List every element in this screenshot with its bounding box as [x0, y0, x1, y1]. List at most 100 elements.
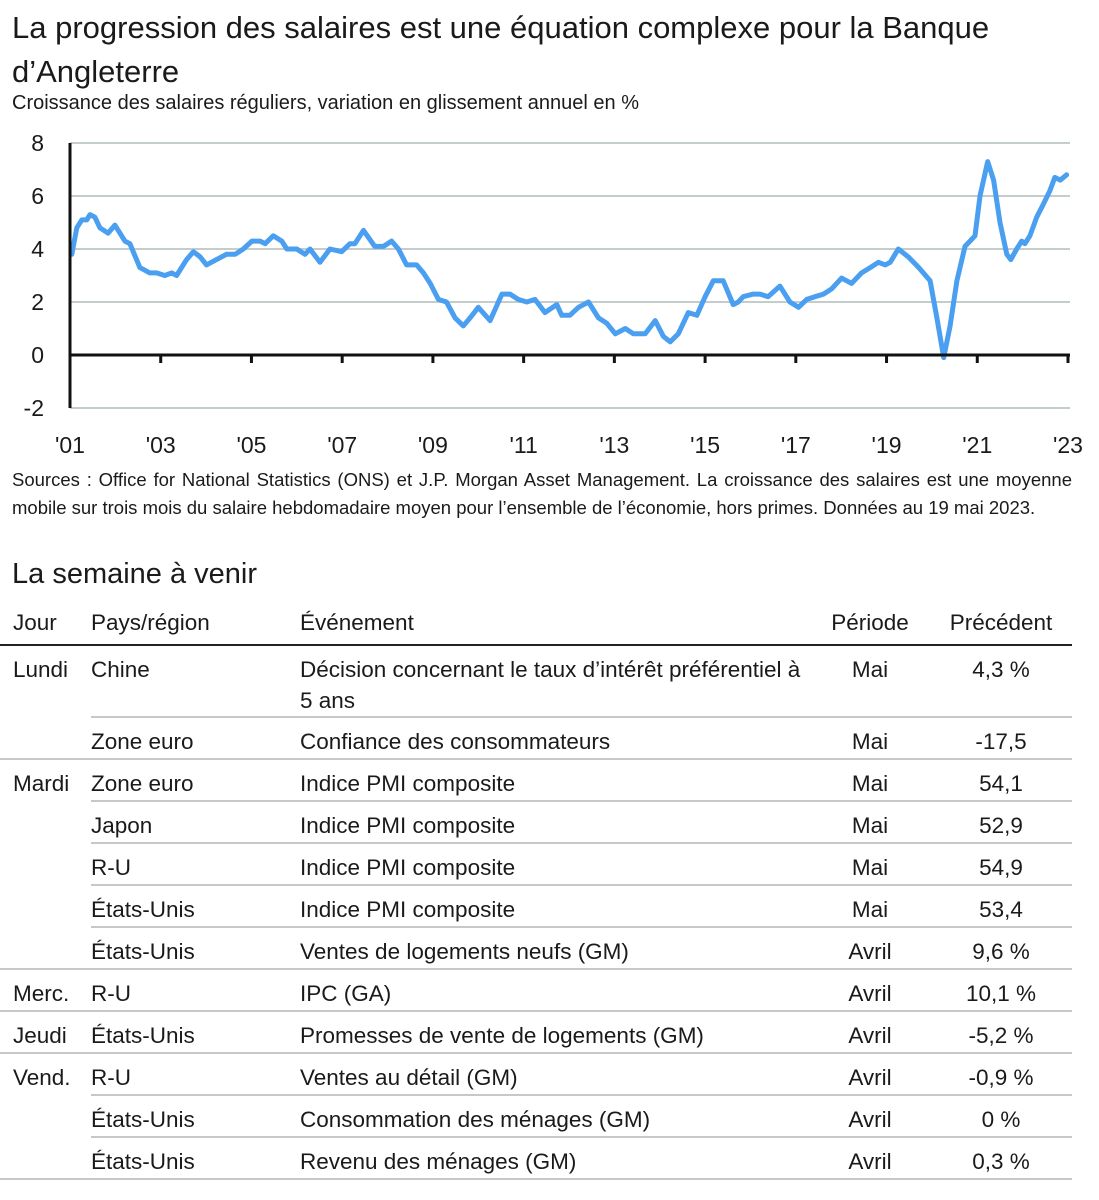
table-header-row: Jour Pays/région Événement Période Précé…	[0, 601, 1072, 646]
cell-previous: 4,3 %	[930, 644, 1072, 717]
table-row: Lundi Chine Décision concernant le taux d’…	[0, 644, 1072, 717]
x-tick-label: '13	[599, 432, 629, 458]
cell-previous: 0,3 %	[930, 1136, 1072, 1180]
x-tick-label: '15	[690, 432, 720, 458]
header-event: Événement	[300, 601, 810, 646]
cell-period: Avril	[810, 1052, 930, 1095]
table-row: États-Unis Consommation des ménages (GM) A…	[0, 1094, 1072, 1137]
cell-country: R-U	[91, 968, 300, 1011]
cell-previous: -0,9 %	[930, 1052, 1072, 1095]
cell-period: Avril	[810, 1010, 930, 1053]
x-tick-label: '21	[962, 432, 992, 458]
cell-event: Promesses de vente de logements (GM)	[300, 1010, 810, 1053]
x-tick-label: '11	[509, 432, 537, 458]
cell-previous: 0 %	[930, 1094, 1072, 1137]
cell-day	[0, 801, 91, 843]
cell-day: Lundi	[0, 644, 91, 717]
x-tick-label: '03	[146, 432, 176, 458]
cell-period: Mai	[810, 716, 930, 759]
table-row: Zone euro Confiance des consommateurs Mai -…	[0, 716, 1072, 759]
cell-previous: 9,6 %	[930, 926, 1072, 969]
cell-event: Indice PMI composite	[300, 758, 810, 801]
y-tick-label: 4	[31, 236, 44, 262]
table-row: Jeudi États-Unis Promesses de vente de log…	[0, 1010, 1072, 1053]
cell-day: Mardi	[0, 758, 91, 801]
x-tick-label: '17	[781, 432, 811, 458]
y-tick-label: -2	[24, 395, 44, 421]
cell-day	[0, 843, 91, 885]
cell-period: Mai	[810, 758, 930, 801]
cell-previous: -5,2 %	[930, 1010, 1072, 1053]
table-row: Japon Indice PMI composite Mai 52,9	[0, 800, 1072, 843]
y-tick-label: 2	[31, 289, 44, 315]
cell-previous: -17,5	[930, 716, 1072, 759]
cell-event: Ventes au détail (GM)	[300, 1052, 810, 1095]
table-row: États-Unis Indice PMI composite Mai 53,4	[0, 884, 1072, 927]
y-tick-label: 0	[31, 342, 44, 368]
cell-previous: 54,9	[930, 842, 1072, 885]
cell-event: Revenu des ménages (GM)	[300, 1136, 810, 1180]
header-previous: Précédent	[930, 601, 1072, 646]
cell-period: Mai	[810, 884, 930, 927]
y-tick-label: 6	[31, 183, 44, 209]
table-row: R-U Indice PMI composite Mai 54,9	[0, 842, 1072, 885]
cell-event: Ventes de logements neufs (GM)	[300, 926, 810, 969]
cell-event: Décision concernant le taux d’intérêt pr…	[300, 644, 810, 717]
cell-previous: 53,4	[930, 884, 1072, 927]
header-period: Période	[810, 601, 930, 646]
cell-event: Indice PMI composite	[300, 800, 810, 843]
table-row: États-Unis Ventes de logements neufs (GM)…	[0, 926, 1072, 969]
cell-day	[0, 1137, 91, 1180]
wage-growth-line-chart: 8 6 4 2 0 -2 '01 '03 '05 '07 '09 '11 '13 '15 '17 '19 '21…	[24, 130, 1083, 458]
cell-country: États-Unis	[91, 926, 300, 969]
header-country: Pays/région	[91, 601, 300, 646]
sources-note: Sources : Office for National Statistics…	[12, 469, 1072, 518]
cell-day: Merc.	[0, 968, 91, 1011]
x-tick-label: '23	[1053, 432, 1083, 458]
x-tick-label: '01	[55, 432, 85, 458]
cell-country: R-U	[91, 842, 300, 885]
table-row: Vend. R-U Ventes au détail (GM) Avril -0,9 %	[0, 1052, 1072, 1095]
cell-day	[0, 927, 91, 969]
chart-subtitle: Croissance des salaires réguliers, varia…	[12, 92, 639, 114]
cell-day: Jeudi	[0, 1010, 91, 1053]
cell-event: Consommation des ménages (GM)	[300, 1094, 810, 1137]
chart-title: La progression des salaires est une équa…	[12, 10, 990, 89]
cell-event: Confiance des consommateurs	[300, 716, 810, 759]
cell-country: États-Unis	[91, 1010, 300, 1053]
cell-day	[0, 717, 91, 759]
cell-event: IPC (GA)	[300, 968, 810, 1011]
cell-period: Avril	[810, 968, 930, 1011]
y-tick-label: 8	[31, 130, 44, 156]
table-row: États-Unis Revenu des ménages (GM) Avril 0,…	[0, 1136, 1072, 1180]
cell-period: Avril	[810, 1136, 930, 1180]
cell-event: Indice PMI composite	[300, 884, 810, 927]
cell-country: Chine	[91, 644, 300, 717]
cell-period: Mai	[810, 842, 930, 885]
x-tick-label: '09	[418, 432, 448, 458]
x-tick-label: '19	[872, 432, 902, 458]
week-ahead-title: La semaine à venir	[12, 558, 258, 590]
cell-period: Avril	[810, 926, 930, 969]
cell-previous: 10,1 %	[930, 968, 1072, 1011]
cell-country: Zone euro	[91, 716, 300, 759]
cell-country: R-U	[91, 1052, 300, 1095]
table-row: Mardi Zone euro Indice PMI composite Mai 54,…	[0, 758, 1072, 801]
cell-country: Zone euro	[91, 758, 300, 801]
cell-day: Vend.	[0, 1052, 91, 1095]
series-line	[69, 159, 1070, 361]
cell-country: États-Unis	[91, 1094, 300, 1137]
cell-event: Indice PMI composite	[300, 842, 810, 885]
cell-previous: 52,9	[930, 800, 1072, 843]
cell-day	[0, 1095, 91, 1137]
cell-country: Japon	[91, 800, 300, 843]
cell-period: Mai	[810, 644, 930, 717]
cell-day	[0, 885, 91, 927]
x-tick-label: '07	[327, 432, 357, 458]
header-day: Jour	[0, 601, 91, 646]
week-ahead-table: Jour Pays/région Événement Période Précé…	[0, 601, 1072, 1180]
cell-period: Mai	[810, 800, 930, 843]
cell-previous: 54,1	[930, 758, 1072, 801]
table-row: Merc. R-U IPC (GA) Avril 10,1 %	[0, 968, 1072, 1011]
cell-country: États-Unis	[91, 1136, 300, 1180]
